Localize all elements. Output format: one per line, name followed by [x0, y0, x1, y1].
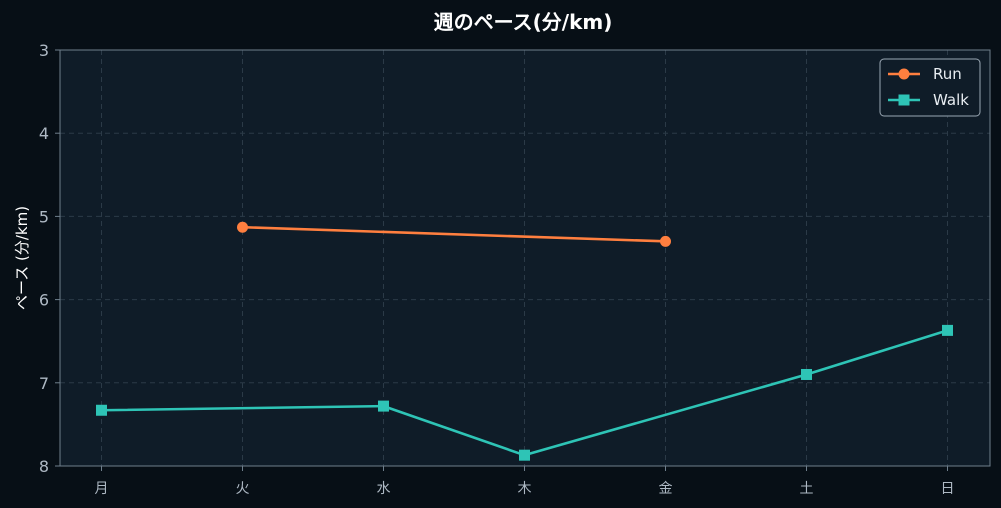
legend-marker-walk [898, 94, 910, 106]
chart-title: 週のペース(分/km) [434, 10, 613, 34]
x-tick-label: 金 [659, 481, 673, 497]
x-axis-ticks: 月火水木金土日 [95, 466, 955, 497]
legend-label-walk: Walk [933, 91, 969, 109]
y-axis-label: ペース (分/km) [13, 206, 31, 310]
legend-marker-run [898, 68, 910, 80]
series-run [237, 221, 671, 247]
y-tick-label: 7 [39, 374, 49, 393]
data-point-run [237, 221, 248, 233]
data-point-walk [378, 400, 389, 412]
data-point-walk [96, 404, 107, 416]
legend-label-run: Run [933, 65, 962, 83]
x-tick-label: 水 [377, 481, 391, 497]
data-point-walk [519, 449, 530, 461]
legend: Run Walk [879, 58, 981, 117]
y-tick-label: 4 [39, 124, 49, 143]
x-tick-label: 月 [95, 481, 109, 497]
data-point-walk [801, 368, 812, 380]
y-tick-label: 8 [39, 457, 49, 476]
data-point-run [660, 235, 671, 247]
series-layer [96, 221, 953, 461]
series-walk [96, 324, 953, 461]
x-tick-label: 木 [518, 481, 532, 497]
legend-item-walk: Walk [888, 91, 969, 109]
series-line-run [242, 225, 666, 243]
y-tick-label: 6 [39, 291, 49, 310]
y-tick-label: 3 [39, 41, 49, 60]
data-point-walk [942, 324, 953, 336]
x-tick-label: 土 [800, 481, 814, 497]
x-tick-label: 火 [236, 481, 250, 497]
y-tick-label: 5 [39, 207, 49, 226]
y-axis-ticks: 3 4 5 6 7 8 [39, 41, 60, 476]
legend-item-run: Run [888, 65, 962, 83]
x-tick-label: 日 [941, 481, 955, 497]
